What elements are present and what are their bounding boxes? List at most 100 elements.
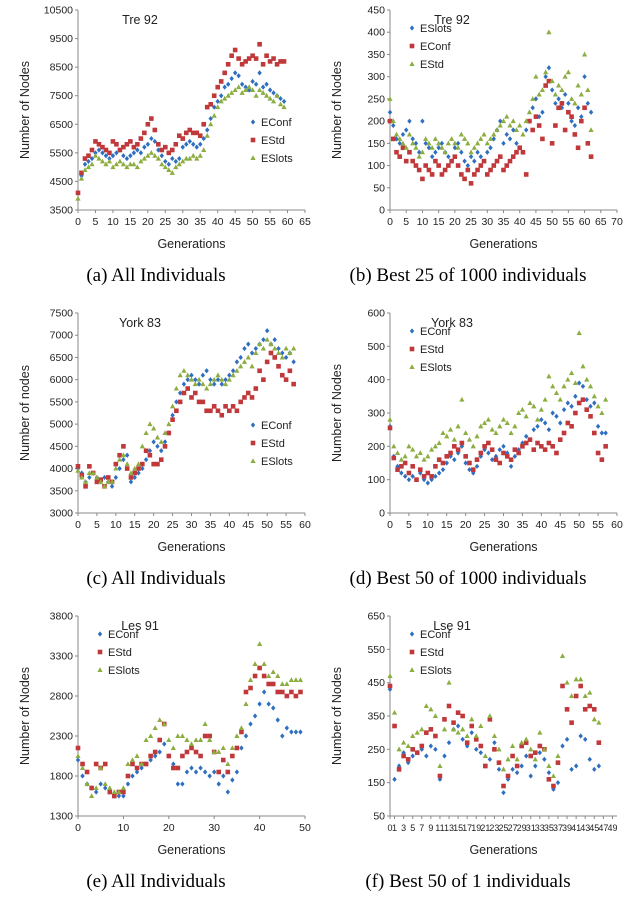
- data-point: [250, 53, 255, 59]
- data-point: [157, 737, 163, 743]
- data-point: [596, 763, 602, 769]
- data-point: [289, 729, 294, 735]
- data-point: [561, 383, 567, 389]
- data-point: [249, 363, 255, 369]
- data-point: [565, 400, 571, 406]
- data-point: [132, 474, 137, 481]
- series-eslots: [387, 653, 602, 778]
- data-point: [166, 753, 172, 759]
- data-point: [188, 376, 195, 382]
- data-point: [152, 725, 158, 730]
- y-tick-label: 2300: [50, 731, 74, 743]
- data-point: [253, 386, 259, 391]
- data-point: [557, 396, 563, 402]
- data-point: [401, 753, 406, 759]
- data-point: [391, 455, 397, 461]
- data-point: [142, 144, 147, 150]
- data-point: [134, 769, 140, 775]
- x-tick-label: 5: [403, 216, 409, 228]
- data-point: [565, 376, 571, 382]
- data-point: [555, 760, 561, 765]
- data-point: [80, 773, 85, 779]
- data-point: [124, 164, 130, 170]
- data-point: [501, 167, 506, 173]
- data-point: [569, 424, 574, 429]
- data-point: [116, 793, 122, 799]
- data-point: [407, 149, 412, 155]
- x-tick-label: 41: [571, 823, 581, 833]
- data-point: [403, 144, 409, 150]
- x-tick-label: 13: [444, 823, 454, 833]
- y-tick-label: 400: [367, 374, 385, 386]
- data-point: [436, 140, 442, 146]
- data-point: [537, 729, 543, 735]
- x-tick-label: 19: [471, 823, 481, 833]
- data-point: [573, 763, 579, 769]
- data-point: [124, 155, 130, 162]
- y-axis-label: Number of nodes: [18, 365, 32, 461]
- data-point: [487, 756, 493, 762]
- x-tick-label: 27: [508, 823, 518, 833]
- data-point: [416, 153, 422, 159]
- data-point: [569, 403, 574, 409]
- data-point: [129, 757, 136, 762]
- data-point: [510, 154, 516, 159]
- data-point: [261, 673, 267, 679]
- data-point: [75, 757, 81, 763]
- data-point: [572, 380, 578, 385]
- data-point: [166, 421, 172, 427]
- data-point: [75, 195, 81, 201]
- data-point: [423, 163, 428, 168]
- data-point: [433, 149, 438, 155]
- data-point: [253, 345, 259, 352]
- data-point: [417, 450, 423, 455]
- y-tick-label: 4500: [50, 176, 74, 188]
- data-point: [174, 408, 179, 414]
- data-point: [145, 121, 151, 127]
- data-point: [166, 737, 172, 742]
- data-point: [451, 436, 457, 442]
- y-tick-label: 1300: [50, 811, 74, 823]
- x-axis-label: Generations: [157, 237, 225, 251]
- data-point: [250, 87, 256, 92]
- x-tick-label: 10: [417, 216, 429, 228]
- data-point: [562, 127, 568, 133]
- data-point: [225, 761, 231, 766]
- data-point: [569, 370, 575, 375]
- data-point: [147, 452, 153, 458]
- data-point: [397, 136, 403, 141]
- data-point: [450, 726, 457, 732]
- y-tick-label: 9500: [50, 33, 74, 45]
- data-point: [569, 118, 574, 124]
- data-point: [185, 372, 191, 378]
- data-point: [107, 150, 112, 156]
- y-tick-label: 5000: [50, 419, 74, 431]
- data-point: [211, 376, 217, 382]
- series-econf: [387, 78, 594, 186]
- x-tick-label: 10: [118, 822, 130, 834]
- data-point: [114, 150, 119, 156]
- data-point: [218, 79, 224, 84]
- data-point: [271, 90, 276, 96]
- data-point: [500, 766, 507, 772]
- data-point: [145, 152, 151, 158]
- data-point: [429, 446, 435, 452]
- data-point: [78, 175, 85, 181]
- data-point: [89, 155, 95, 162]
- legend: EConf EStd ESlots: [409, 629, 452, 677]
- data-point: [274, 92, 280, 98]
- data-point: [257, 341, 263, 347]
- data-point: [130, 761, 135, 767]
- data-point: [253, 350, 259, 355]
- data-point: [553, 100, 558, 106]
- data-point: [551, 786, 556, 792]
- data-point: [508, 463, 514, 469]
- x-tick-label: 10: [107, 216, 119, 228]
- data-point: [225, 769, 231, 775]
- data-point: [559, 87, 565, 92]
- data-point: [550, 383, 556, 389]
- data-point: [516, 410, 522, 415]
- data-point: [163, 144, 168, 150]
- data-point: [398, 456, 404, 462]
- data-point: [578, 733, 583, 739]
